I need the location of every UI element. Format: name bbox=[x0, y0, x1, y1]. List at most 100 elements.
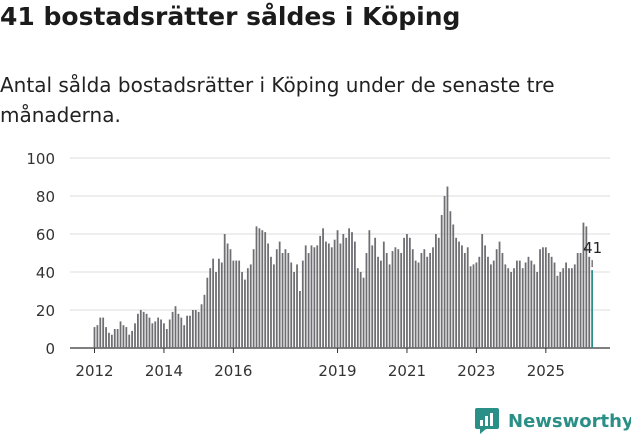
bar bbox=[116, 329, 119, 348]
x-tick-label: 2019 bbox=[318, 362, 356, 380]
bar bbox=[223, 234, 226, 348]
bar bbox=[241, 272, 243, 348]
bar bbox=[99, 317, 102, 348]
x-tick-label: 2016 bbox=[214, 362, 252, 380]
bar bbox=[232, 260, 235, 348]
bar bbox=[353, 241, 356, 348]
bar bbox=[417, 262, 420, 348]
bar bbox=[322, 228, 324, 348]
bar bbox=[165, 329, 168, 348]
bar bbox=[290, 262, 293, 348]
bar bbox=[362, 277, 365, 348]
bar bbox=[177, 313, 180, 348]
bar bbox=[435, 234, 437, 348]
bar bbox=[272, 264, 275, 348]
bar bbox=[281, 253, 284, 348]
bar bbox=[406, 234, 408, 348]
bar bbox=[252, 249, 255, 348]
bar bbox=[403, 237, 405, 348]
newsworthy-logo: Newsworthy bbox=[474, 407, 631, 435]
bar bbox=[102, 317, 105, 348]
bar bbox=[255, 226, 258, 348]
bar bbox=[368, 230, 371, 348]
bar bbox=[345, 237, 348, 348]
bar bbox=[484, 245, 486, 348]
bar bbox=[278, 241, 281, 348]
y-tick-label: 0 bbox=[45, 340, 55, 358]
x-tick-label: 2021 bbox=[388, 362, 426, 380]
bar bbox=[518, 260, 521, 348]
bar bbox=[507, 268, 510, 348]
bar bbox=[576, 253, 579, 348]
bar bbox=[220, 262, 223, 348]
bar bbox=[380, 260, 382, 348]
bar bbox=[131, 330, 133, 348]
y-axis-ticks: 0 20 40 60 80 100 bbox=[26, 150, 55, 358]
bar bbox=[229, 249, 232, 348]
bar bbox=[336, 230, 339, 348]
bar bbox=[93, 327, 96, 348]
bar bbox=[513, 268, 515, 348]
bar bbox=[339, 243, 342, 348]
bar bbox=[385, 253, 388, 348]
bar bbox=[209, 268, 212, 348]
bar bbox=[264, 232, 267, 348]
bar bbox=[307, 253, 310, 348]
bar bbox=[440, 215, 443, 348]
bar bbox=[495, 249, 498, 348]
bar bbox=[108, 332, 110, 348]
bar bbox=[270, 256, 272, 348]
bar bbox=[533, 264, 536, 348]
bar bbox=[226, 243, 229, 348]
bar bbox=[154, 321, 157, 348]
bar bbox=[246, 268, 249, 348]
bar bbox=[287, 253, 290, 348]
bar bbox=[267, 243, 269, 348]
bar bbox=[186, 315, 188, 348]
bar bbox=[388, 264, 391, 348]
bar bbox=[394, 247, 397, 348]
bar bbox=[235, 260, 238, 348]
bar bbox=[212, 258, 215, 348]
bar bbox=[382, 241, 385, 348]
bar-latest bbox=[591, 270, 594, 348]
bar bbox=[171, 311, 174, 348]
bar bbox=[296, 264, 298, 348]
bar bbox=[325, 241, 327, 348]
bar bbox=[197, 311, 200, 348]
bar bbox=[319, 235, 322, 348]
y-tick-label: 100 bbox=[26, 150, 55, 168]
bar bbox=[148, 317, 151, 348]
bar bbox=[377, 256, 379, 348]
bar bbox=[304, 245, 307, 348]
y-tick-label: 80 bbox=[36, 188, 55, 206]
bar bbox=[429, 253, 431, 348]
bar bbox=[348, 228, 350, 348]
bar bbox=[472, 264, 475, 348]
bar bbox=[139, 310, 142, 348]
bar bbox=[330, 247, 333, 348]
x-tick-label: 2023 bbox=[457, 362, 495, 380]
chart-title: 41 bostadsrätter såldes i Köping bbox=[0, 2, 461, 31]
bar bbox=[258, 228, 261, 348]
bar bbox=[411, 249, 414, 348]
bar bbox=[544, 247, 547, 348]
bar bbox=[539, 249, 541, 348]
bar bbox=[356, 268, 359, 348]
bar bbox=[527, 256, 530, 348]
bar bbox=[113, 329, 116, 348]
bar bbox=[191, 310, 194, 348]
bar bbox=[327, 243, 330, 348]
bar bbox=[582, 222, 585, 348]
bar bbox=[218, 258, 220, 348]
bar bbox=[299, 291, 301, 348]
bar bbox=[463, 253, 466, 348]
bar bbox=[313, 247, 316, 348]
bar bbox=[134, 323, 136, 348]
bar bbox=[446, 186, 449, 348]
bar bbox=[562, 268, 565, 348]
bar bbox=[119, 321, 122, 348]
bar bbox=[492, 260, 495, 348]
bar bbox=[96, 325, 99, 348]
bar bbox=[478, 256, 481, 348]
